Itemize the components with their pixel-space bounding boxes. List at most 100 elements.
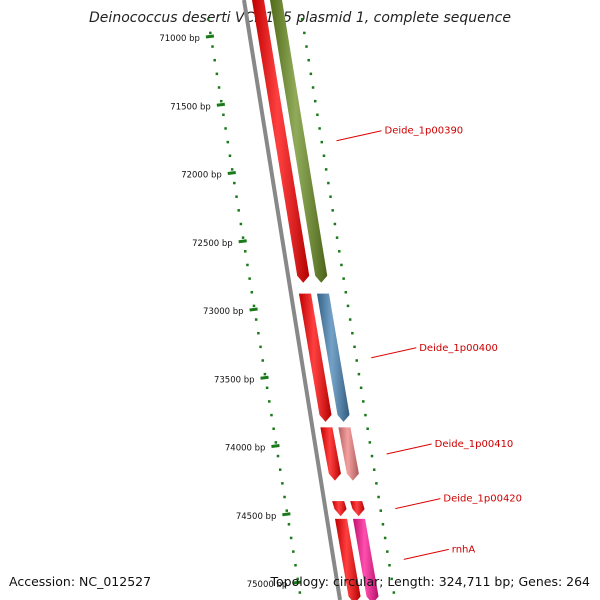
axis-dot <box>257 331 260 335</box>
axis-dot <box>230 168 234 171</box>
outer-axis-dot <box>316 113 319 117</box>
outer-axis-dot <box>344 291 348 294</box>
tick-label: 75000 bp <box>247 580 288 590</box>
tick-label: 73500 bp <box>214 375 255 385</box>
axis-dot <box>272 427 275 430</box>
axis-dot <box>217 86 221 89</box>
tick-label: 72500 bp <box>192 239 233 249</box>
axis-dot <box>219 99 223 103</box>
tick-label: 73000 bp <box>203 307 244 317</box>
feature-shading <box>316 293 350 422</box>
axis-dot <box>274 441 278 444</box>
outer-axis-dot <box>329 195 332 198</box>
tick-mark <box>271 444 280 448</box>
axis-dot <box>270 413 273 417</box>
axis-dot <box>250 291 254 294</box>
outer-axis-dot <box>364 413 367 417</box>
axis-dot <box>248 277 251 280</box>
axis-dot <box>287 523 291 526</box>
gene-label[interactable]: Deide_1p00410 <box>435 439 514 450</box>
feature-shading <box>338 427 359 481</box>
label-layer: Deide_1p00390 Deide_1p00400 Deide_1p00410 D… <box>336 126 522 560</box>
outer-axis-dot <box>311 86 315 89</box>
outer-axis-dot <box>313 99 317 103</box>
outer-axis-dot <box>357 372 361 376</box>
axis-dot <box>206 18 210 21</box>
feature-shading <box>332 501 347 517</box>
axis-dot <box>235 195 238 198</box>
feature-shading <box>350 501 365 517</box>
axis-dot <box>276 454 280 458</box>
axis-dot <box>237 209 240 212</box>
feature-shading <box>320 427 341 481</box>
map-title: Deinococcus deserti VCD115 plasmid 1, co… <box>89 10 511 26</box>
outer-axis-dot <box>392 591 396 594</box>
tick-mark <box>249 307 258 312</box>
summary-text: Topology: circular; Length: 324,711 bp; … <box>270 574 591 589</box>
tick-layer: 71000 bp 71500 bp 72000 bp 72500 bp 73000 bp… <box>159 18 396 594</box>
axis-dot <box>244 250 247 253</box>
sequence-backbone <box>242 0 342 600</box>
axis-dot <box>241 236 245 239</box>
axis-dot <box>254 318 258 321</box>
axis-dot <box>252 304 256 308</box>
outer-axis-dot <box>348 318 352 321</box>
axis-dot <box>222 113 225 117</box>
axis-dot <box>233 181 236 185</box>
outer-axis-dot <box>379 509 383 512</box>
axis-dot <box>296 577 299 581</box>
tick-mark <box>238 239 247 244</box>
outer-axis-dot <box>353 345 356 349</box>
outer-axis-dot <box>381 523 385 526</box>
axis-dot <box>213 58 216 62</box>
tick-mark <box>293 580 302 585</box>
outer-axis-dot <box>388 564 391 567</box>
tick-mark <box>205 34 215 39</box>
gene-label[interactable]: rnhA <box>452 544 476 555</box>
axis-dot <box>246 263 249 267</box>
outer-axis-dot <box>342 277 345 280</box>
tick-label: 71000 bp <box>159 34 200 44</box>
axis-dot <box>281 482 284 485</box>
tick-mark <box>216 102 226 107</box>
axis-dot <box>294 564 297 567</box>
outer-axis-dot <box>307 58 310 62</box>
outer-axis-dot <box>322 154 326 157</box>
axis-dot <box>283 495 286 499</box>
outer-axis-dot <box>359 386 363 390</box>
axis-dot <box>292 550 295 553</box>
gene-label[interactable]: Deide_1p00400 <box>419 343 498 354</box>
axis-dot <box>278 468 282 471</box>
outer-axis-dot <box>300 18 304 21</box>
outer-axis-dot <box>386 550 389 553</box>
outer-axis-dot <box>362 400 365 403</box>
axis-dot <box>239 222 243 226</box>
outer-axis-dot <box>340 263 343 267</box>
axis-dot <box>211 45 214 48</box>
outer-axis-dot <box>377 495 380 499</box>
outer-axis-dot <box>333 222 337 226</box>
axis-dot <box>215 72 219 76</box>
tick-label: 74000 bp <box>225 444 266 454</box>
outer-axis-dot <box>366 427 369 430</box>
outer-axis-dot <box>346 304 350 308</box>
gene-label[interactable]: Deide_1p00420 <box>443 494 522 505</box>
tick-label: 72000 bp <box>181 171 222 181</box>
axis-dot <box>268 400 271 403</box>
axis-dot <box>263 372 267 376</box>
outer-axis-dot <box>327 181 330 185</box>
accession-text: Accession: NC_012527 <box>9 574 152 589</box>
outer-axis-dot <box>351 331 354 335</box>
outer-axis-dot <box>375 482 378 485</box>
gene-leader-line <box>403 548 449 560</box>
tick-mark <box>260 375 269 380</box>
outer-axis-dot <box>338 250 341 253</box>
axis-dot <box>224 127 227 130</box>
feature-shading <box>270 0 328 283</box>
tick-label: 71500 bp <box>170 102 211 112</box>
tick-mark <box>227 171 236 175</box>
gene-label[interactable]: Deide_1p00390 <box>385 126 464 137</box>
outer-axis-dot <box>305 45 308 48</box>
axis-dot <box>285 509 289 512</box>
